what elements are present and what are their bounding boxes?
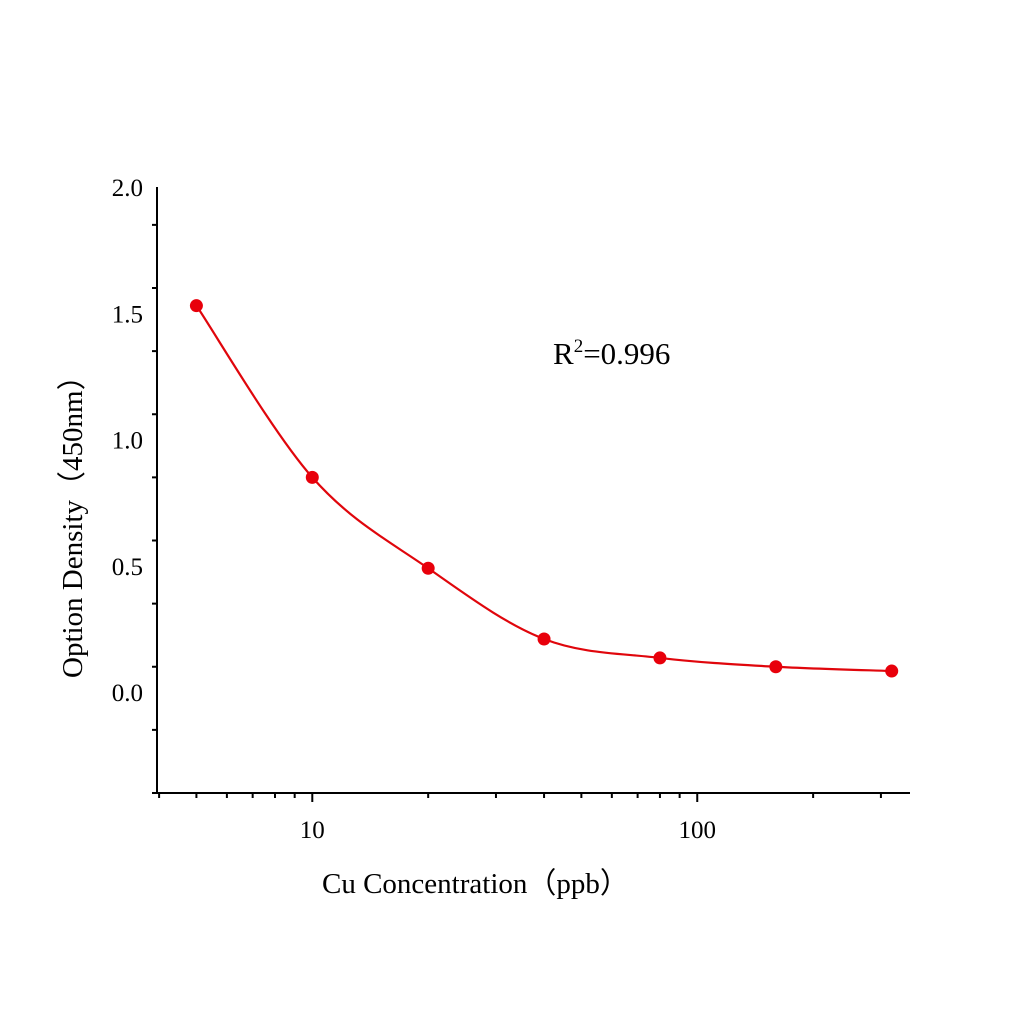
y-tick-label: 2.0 [112, 175, 143, 202]
y-axis-label: Option Density（450nm） [57, 361, 89, 678]
axes [152, 187, 910, 802]
data-point [653, 651, 667, 665]
data-point [189, 299, 203, 313]
data-point [537, 632, 551, 646]
y-tick-label: 1.0 [112, 428, 143, 455]
data-point [305, 470, 319, 484]
tick-labels: 0.0 0.5 1.0 1.5 2.0 10 100 [112, 175, 716, 844]
data-point [769, 660, 783, 674]
data-point [421, 561, 435, 575]
x-tick-label: 10 [300, 817, 325, 844]
data-points [189, 299, 899, 678]
data-point [885, 664, 899, 678]
x-tick-label: 100 [678, 817, 716, 844]
y-tick-label: 1.5 [112, 301, 143, 328]
x-axis-label: Cu Concentration（ppb） [322, 868, 629, 900]
fit-curve [195, 305, 892, 673]
y-tick-label: 0.5 [112, 554, 143, 581]
r-squared-annotation: R2=0.996 [553, 336, 670, 371]
y-tick-label: 0.0 [112, 680, 143, 707]
